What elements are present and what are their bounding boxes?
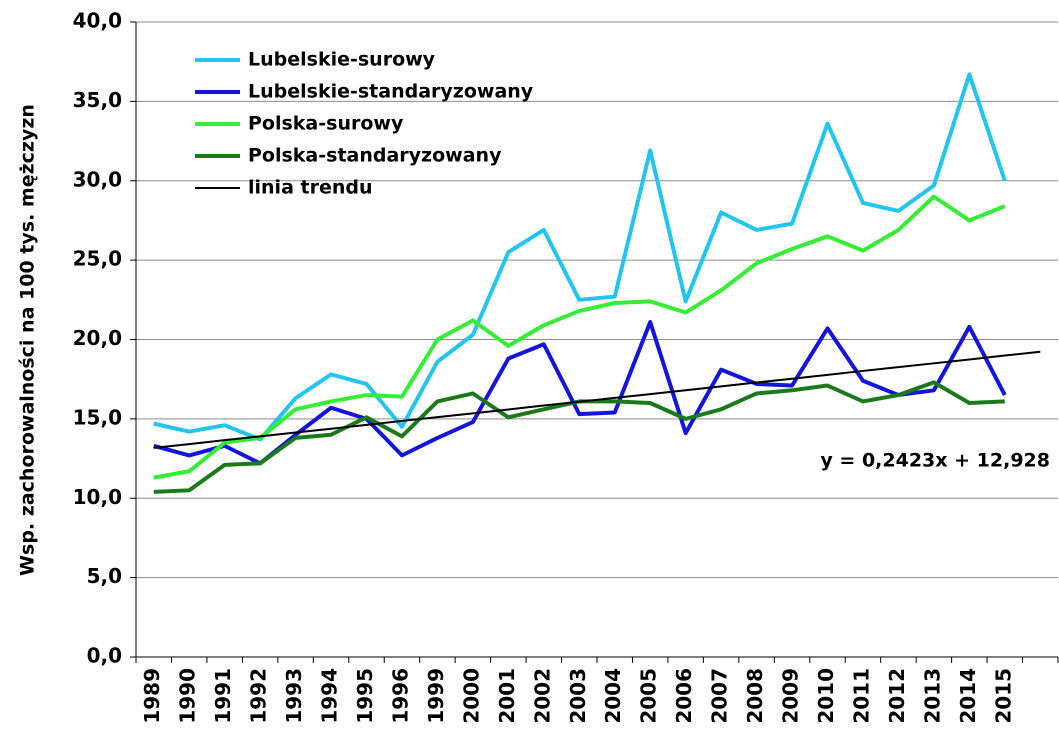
series-line (153, 72, 1007, 442)
legend-label: Polska-standaryzowany (248, 145, 502, 167)
x-tick-label: 2008 (743, 668, 767, 724)
x-tick-label: 1992 (247, 668, 271, 724)
y-tick-label: 20,0 (73, 326, 122, 350)
y-tick-label: 0,0 (87, 644, 122, 668)
x-tick-label: 2014 (956, 668, 980, 724)
legend-label: Lubelskie-standaryzowany (248, 81, 534, 103)
x-tick-label: 2012 (885, 668, 909, 724)
x-tick-label: 2015 (991, 668, 1015, 724)
y-tick-label: 40,0 (73, 9, 122, 33)
y-tick-label: 15,0 (73, 405, 122, 429)
x-tick-label: 1989 (140, 668, 164, 724)
y-tick-label: 10,0 (73, 485, 122, 509)
x-tick-label: 2009 (779, 668, 803, 724)
legend-label: Polska-surowy (248, 113, 404, 135)
y-tick-label: 35,0 (73, 88, 122, 112)
series-line (153, 320, 1007, 466)
y-tick-label: 5,0 (87, 564, 122, 588)
x-tick-label: 1991 (211, 668, 235, 724)
y-tick-label: 30,0 (73, 167, 122, 191)
x-tick-label: 1999 (424, 668, 448, 724)
x-tick-label: 1995 (353, 668, 377, 724)
x-tick-label: 1994 (318, 668, 342, 724)
legend-label: linia trendu (248, 177, 373, 199)
x-tick-label: 2011 (849, 668, 873, 724)
x-tick-label: 1996 (388, 668, 412, 724)
x-tick-label: 2010 (814, 668, 838, 724)
x-tick-label: 1990 (176, 668, 200, 724)
x-tick-label: 2007 (708, 668, 732, 724)
x-tick-label: 2013 (920, 668, 944, 724)
x-tick-label: 2004 (601, 668, 625, 724)
x-tick-label: 2002 (530, 668, 554, 724)
series-line (153, 380, 1005, 494)
series-line (153, 194, 1006, 480)
x-tick-label: 2005 (637, 668, 661, 724)
x-tick-label: 2000 (459, 668, 483, 724)
legend-label: Lubelskie-surowy (248, 49, 436, 71)
y-tick-label: 25,0 (73, 247, 122, 271)
x-tick-label: 2006 (672, 668, 696, 724)
trend-equation: y = 0,2423x + 12,928 (820, 450, 1050, 472)
y-axis-label: Wsp. zachorowalności na 100 tys. mężczyz… (17, 104, 39, 576)
x-tick-label: 2001 (495, 668, 519, 724)
series-line (153, 350, 1041, 449)
x-tick-label: 2003 (566, 668, 590, 724)
x-tick-label: 1993 (282, 668, 306, 724)
